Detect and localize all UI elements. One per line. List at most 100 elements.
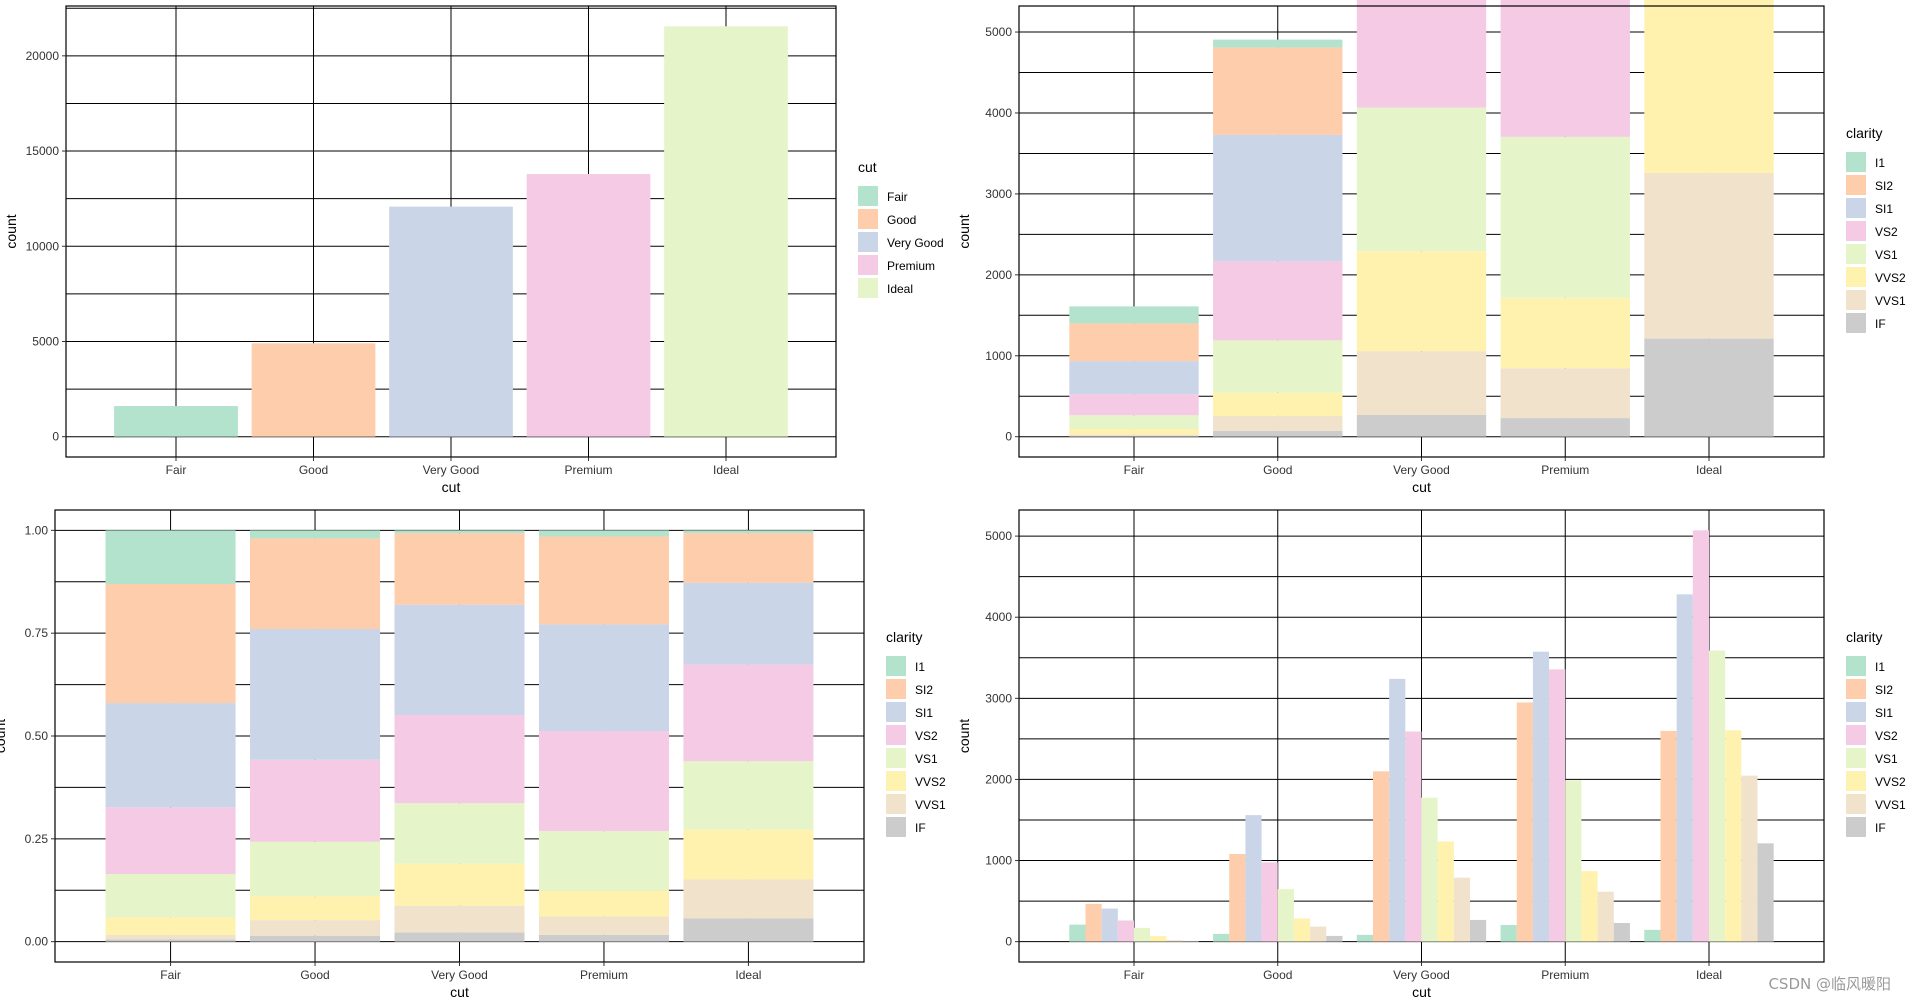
x-tick-label-premium: Premium [580, 968, 628, 982]
bar-good [251, 343, 376, 437]
bar-premium-vvs2 [1500, 297, 1630, 369]
legend-label-si2: SI2 [1875, 179, 1893, 193]
legend-swatch-fair [858, 186, 878, 206]
bar-good-vs2 [250, 759, 381, 842]
bar-fair-vvs2 [1150, 936, 1167, 942]
bar-good-i1 [1213, 933, 1230, 942]
y-axis-title: count [3, 214, 19, 248]
y-axis: 0 1000 2000 3000 4000 5000 [985, 25, 1019, 444]
legend-swatch-i1 [886, 656, 906, 676]
legend-label-vs2: VS2 [1875, 225, 1898, 239]
bar-premium-vs2 [1549, 669, 1566, 942]
bars [1069, 530, 1774, 942]
bar-premium-i1 [538, 530, 669, 537]
bar-ideal-vvs2 [683, 829, 814, 880]
bar-ideal-vvs2 [1644, 0, 1774, 173]
y-axis: 0 1000 2000 3000 4000 5000 [985, 529, 1019, 949]
bar-premium-vvs1 [538, 916, 669, 935]
legend-label-very-good: Very Good [887, 236, 944, 250]
legend-swatch-good [858, 209, 878, 229]
legend-title: clarity [1846, 125, 1883, 141]
legend-label-si2: SI2 [915, 683, 933, 697]
legend-label-vs1: VS1 [1875, 752, 1898, 766]
x-tick-label-ideal: Ideal [1696, 968, 1722, 982]
y-tick-label: 5000 [985, 25, 1012, 39]
bar-ideal-if [683, 918, 814, 942]
legend-label-vvs2: VVS2 [915, 775, 946, 789]
bar-fair-vvs2 [105, 917, 236, 936]
x-axis: Fair Good Very Good Premium Ideal [166, 457, 739, 477]
x-tick-label-premium: Premium [564, 463, 612, 477]
y-tick-label: 0.25 [25, 832, 49, 846]
legend-label-fair: Fair [887, 190, 908, 204]
x-tick-label-fair: Fair [166, 463, 187, 477]
y-axis-title: count [0, 719, 8, 753]
x-tick-label-ideal: Ideal [713, 463, 739, 477]
legend-swatch-vvs2 [1846, 771, 1866, 791]
y-tick-label: 1.00 [25, 523, 49, 537]
bar-fair-vvs2 [1069, 429, 1199, 435]
bar-fair-si2 [105, 583, 236, 704]
bar-good-vvs1 [1213, 415, 1343, 431]
legend-label-vs1: VS1 [1875, 248, 1898, 262]
y-tick-label: 0 [52, 430, 59, 444]
bar-ideal-vs2 [683, 664, 814, 762]
y-tick-label: 4000 [985, 106, 1012, 120]
bar-ideal-si2 [683, 533, 814, 583]
legend-label-vvs1: VVS1 [915, 798, 946, 812]
legend-label-vs1: VS1 [915, 752, 938, 766]
x-axis-title: cut [1412, 479, 1431, 495]
legend-label-si1: SI1 [1875, 202, 1893, 216]
watermark: CSDN @临风暖阳 [1768, 975, 1891, 993]
bar-good-if [1213, 430, 1343, 437]
legend-swatch-i1 [1846, 656, 1866, 676]
bar-good-i1 [250, 530, 381, 539]
bar-very-good-if [1356, 415, 1487, 437]
legend-swatch-vvs1 [1846, 290, 1866, 310]
bar-ideal-i1 [1644, 929, 1661, 942]
legend-label-si1: SI1 [915, 706, 933, 720]
bar-fair-si1 [105, 703, 236, 808]
legend-swatch-si2 [886, 679, 906, 699]
bar-ideal-i1 [683, 530, 814, 534]
bar-premium-vs1 [538, 831, 669, 891]
bar-ideal-vvs1 [1741, 775, 1758, 942]
bar-premium-vvs2 [1581, 871, 1598, 942]
y-tick-label: 0 [1005, 935, 1012, 949]
bar-good-si1 [1245, 815, 1262, 942]
legend-label-vvs1: VVS1 [1875, 798, 1906, 812]
bar-very-good-i1 [394, 530, 525, 534]
legend-label-if: IF [1875, 317, 1886, 331]
y-tick-label: 0.00 [25, 935, 49, 949]
legend-label-vs2: VS2 [915, 729, 938, 743]
legend-title: clarity [886, 629, 923, 645]
bar-premium-if [1500, 418, 1630, 437]
x-axis-title: cut [450, 984, 469, 1000]
bar-good-vvs1 [1310, 926, 1327, 942]
bar-good-vs1 [1277, 889, 1294, 942]
bar-very-good-vs1 [394, 803, 525, 864]
x-axis-title: cut [1412, 984, 1431, 1000]
y-tick-label: 0.50 [25, 729, 49, 743]
x-tick-label-good: Good [1263, 463, 1292, 477]
x-tick-label-very-good: Very Good [423, 463, 480, 477]
bar-fair-i1 [105, 530, 236, 584]
x-tick-label-good: Good [1263, 968, 1292, 982]
bar-ideal-vvs1 [1644, 172, 1774, 339]
bar-ideal-vs1 [683, 761, 814, 830]
legend-label-good: Good [887, 213, 916, 227]
bar-fair-vvs1 [105, 935, 236, 940]
bar-premium-vs1 [1500, 136, 1630, 298]
legend-swatch-vs1 [886, 748, 906, 768]
bar-very-good-si1 [1389, 678, 1406, 942]
bars [105, 530, 814, 942]
bar-fair-if [105, 939, 236, 942]
bar-fair-vs1 [1069, 415, 1199, 430]
bar-ideal-si1 [683, 582, 814, 665]
bar-ideal-si1 [1676, 594, 1693, 942]
bar-good-vs2 [1261, 862, 1278, 942]
bar-ideal-vvs2 [1725, 730, 1742, 942]
bar-very-good-i1 [1356, 934, 1373, 942]
bar-good-si2 [1229, 853, 1246, 942]
x-axis-title: cut [442, 479, 461, 495]
